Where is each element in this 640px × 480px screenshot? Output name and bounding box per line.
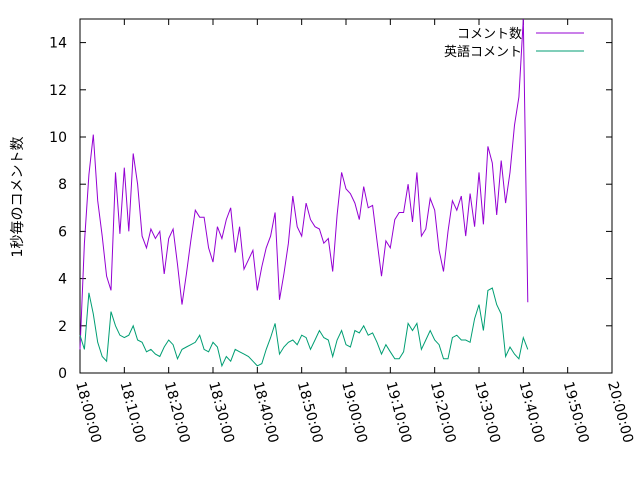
- x-tick-label: 18:00:00: [72, 380, 104, 445]
- series-group: [79, 18, 529, 368]
- x-tick-label: 19:00:00: [338, 380, 370, 445]
- x-tick-label: 19:40:00: [515, 380, 547, 445]
- x-axis-ticks: 18:00:00 18:10:00 18:20:00 18:30:00 18:40:00…: [72, 19, 636, 445]
- x-tick-label: 18:20:00: [161, 380, 193, 445]
- y-tick-label: 2: [58, 319, 67, 335]
- y-tick-label: 4: [58, 272, 67, 288]
- series-line-1: [79, 18, 529, 350]
- y-tick-label: 6: [58, 224, 67, 240]
- x-tick-label: 18:40:00: [249, 380, 281, 445]
- y-tick-label: 8: [58, 177, 67, 193]
- y-axis-ticks: 0 2 4 6 8 10 12 14: [49, 36, 612, 382]
- y-axis-label: 1秒毎のコメント数: [10, 137, 26, 258]
- series-line-2: [79, 287, 529, 368]
- x-tick-label: 19:30:00: [471, 380, 503, 445]
- y-tick-label: 14: [49, 36, 67, 52]
- plot-frame: [79, 18, 613, 374]
- legend-label-2: 英語コメント: [444, 44, 522, 60]
- y-tick-label: 0: [58, 366, 67, 382]
- x-tick-label: 19:50:00: [560, 380, 592, 445]
- x-tick-label: 19:10:00: [382, 380, 414, 445]
- x-tick-label: 18:50:00: [294, 380, 326, 445]
- plot-border: [79, 18, 613, 374]
- x-tick-label: 19:20:00: [427, 380, 459, 445]
- y-tick-label: 10: [49, 130, 67, 146]
- legend-label-1: コメント数: [457, 27, 522, 42]
- x-tick-label: 20:00:00: [604, 380, 636, 445]
- x-tick-label: 18:10:00: [116, 380, 148, 445]
- y-tick-label: 12: [49, 83, 67, 99]
- x-tick-label: 18:30:00: [205, 380, 237, 445]
